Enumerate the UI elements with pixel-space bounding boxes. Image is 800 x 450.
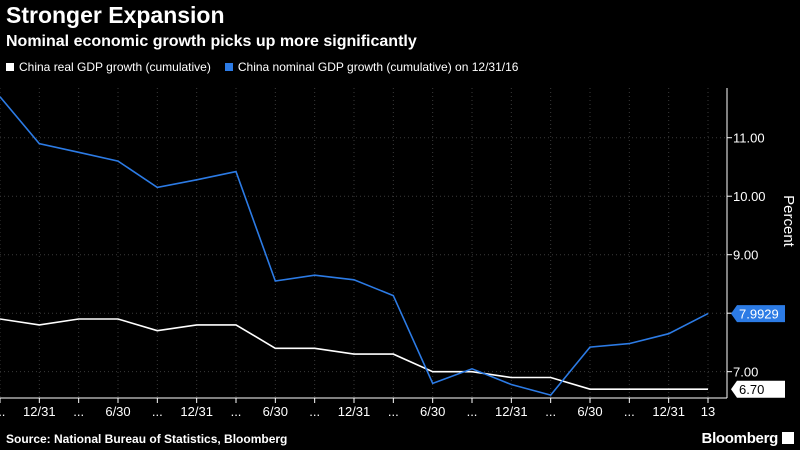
legend-label-nominal-gdp: China nominal GDP growth (cumulative) on… bbox=[237, 60, 519, 74]
x-tick-label: ... bbox=[467, 404, 478, 419]
legend-label-real-gdp: China real GDP growth (cumulative) bbox=[19, 60, 211, 74]
chart-title: Stronger Expansion bbox=[6, 2, 225, 28]
legend-swatch-real-gdp bbox=[6, 63, 14, 71]
bloomberg-icon bbox=[782, 432, 794, 444]
end-value-tag-bg bbox=[731, 305, 785, 323]
y-tick-label: 11.00 bbox=[733, 131, 765, 146]
legend-swatch-nominal-gdp bbox=[224, 63, 233, 71]
source-note: Source: National Bureau of Statistics, B… bbox=[6, 432, 288, 446]
x-tick-label: ... bbox=[309, 404, 320, 419]
legend-item-real-gdp: China real GDP growth (cumulative) bbox=[6, 60, 211, 74]
x-tick-label: ... bbox=[231, 404, 242, 419]
series-line-1 bbox=[0, 96, 709, 397]
x-tick-label: ... bbox=[73, 404, 84, 419]
x-tick-label: 12/31 bbox=[652, 404, 685, 419]
x-tick-label: 12/31 bbox=[23, 404, 56, 419]
y-axis-label: Percent bbox=[780, 195, 797, 248]
y-tick-label: 9.00 bbox=[733, 248, 758, 263]
end-value-tag-0: 6.70 bbox=[731, 380, 785, 398]
end-value-tag-bg bbox=[731, 380, 785, 398]
x-tick-label: 6/30 bbox=[263, 404, 288, 419]
x-tick-label: ... bbox=[388, 404, 399, 419]
x-tick-label: ... bbox=[0, 404, 5, 419]
end-value-tag-1: 7.9929 bbox=[731, 305, 785, 323]
x-tick-label: 13 bbox=[701, 404, 715, 419]
chart-subtitle: Nominal economic growth picks up more si… bbox=[6, 33, 417, 50]
x-tick-label: 6/30 bbox=[420, 404, 445, 419]
x-tick-label: 12/31 bbox=[180, 404, 213, 419]
y-tick-label: 10.00 bbox=[733, 189, 766, 204]
brand-logo-text: Bloomberg bbox=[701, 430, 779, 447]
x-tick-label: ... bbox=[545, 404, 556, 419]
x-tick-label: ... bbox=[624, 404, 635, 419]
y-tick-label: 7.00 bbox=[733, 365, 758, 380]
end-value-label: 7.9929 bbox=[739, 307, 779, 322]
x-tick-label: 6/30 bbox=[105, 404, 130, 419]
x-tick-label: ... bbox=[152, 404, 163, 419]
x-tick-label: 6/30 bbox=[577, 404, 602, 419]
end-value-label: 6.70 bbox=[739, 382, 764, 397]
x-tick-label: 12/31 bbox=[338, 404, 371, 419]
x-tick-label: 12/31 bbox=[495, 404, 528, 419]
legend: China real GDP growth (cumulative) China… bbox=[6, 60, 518, 74]
legend-item-nominal-gdp: China nominal GDP growth (cumulative) on… bbox=[224, 60, 519, 74]
